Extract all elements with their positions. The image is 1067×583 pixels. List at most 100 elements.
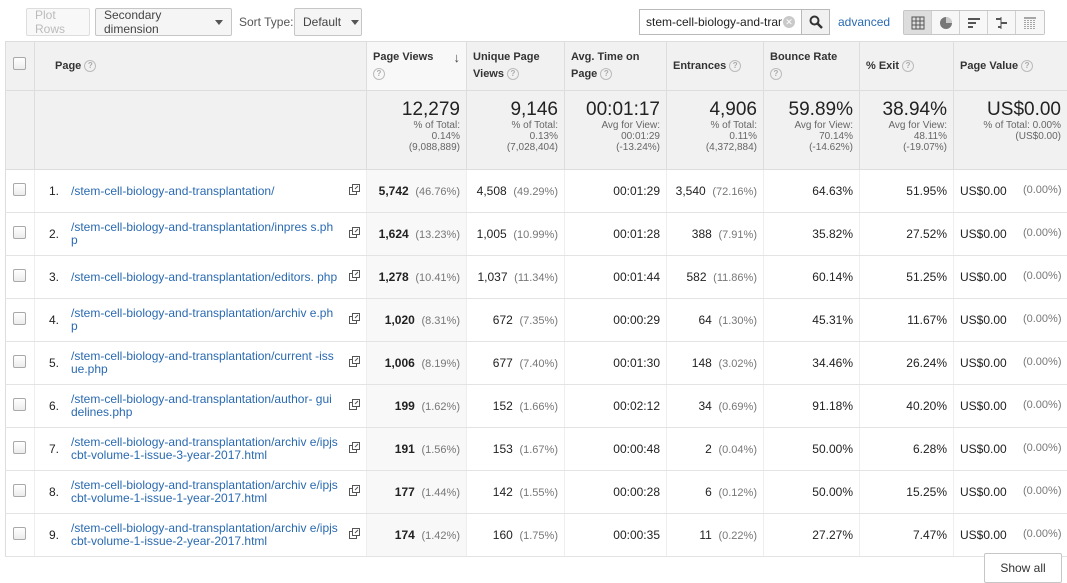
unique-page-views-pct: (1.55%) <box>519 487 558 499</box>
exit-value: 27.52% <box>906 227 947 241</box>
page-views-pct: (10.41%) <box>415 272 460 284</box>
clear-search-icon[interactable]: ✕ <box>783 16 795 28</box>
column-header-page-views[interactable]: Page Views↓? <box>367 42 467 91</box>
column-header-entrances[interactable]: Entrances? <box>667 42 764 91</box>
page-link[interactable]: /stem-cell-biology-and-transplantation/e… <box>71 271 338 284</box>
help-icon[interactable]: ? <box>729 60 741 72</box>
entrances-cell: 2 (0.04%) <box>667 428 764 471</box>
data-view-button[interactable] <box>904 11 932 34</box>
search-button[interactable] <box>801 9 830 35</box>
help-icon[interactable]: ? <box>84 60 96 72</box>
row-checkbox[interactable] <box>13 312 26 325</box>
total-sub: % of Total: <box>471 120 558 131</box>
page-views-cell: 174 (1.42%) <box>367 514 467 557</box>
row-number: 5. <box>41 356 71 370</box>
bounce-rate-cell: 27.27% <box>764 514 860 557</box>
exit-value: 15.25% <box>906 485 947 499</box>
total-value: 9,146 <box>471 99 558 120</box>
open-page-external-icon[interactable] <box>338 270 360 284</box>
search-input[interactable] <box>646 15 782 29</box>
page-link[interactable]: /stem-cell-biology-and-transplantation/ <box>71 185 338 198</box>
page-views-pct: (1.56%) <box>421 444 460 456</box>
avg-time-cell: 00:00:29 <box>565 299 667 342</box>
exit-value: 51.25% <box>906 270 947 284</box>
select-all-checkbox-cell <box>6 42 35 91</box>
help-icon[interactable]: ? <box>1021 60 1033 72</box>
advanced-filter-link[interactable]: advanced <box>838 15 890 29</box>
row-checkbox-cell <box>6 385 35 428</box>
bounce-rate-value: 64.63% <box>812 184 853 198</box>
open-page-external-icon[interactable] <box>338 356 360 370</box>
pie-chart-icon <box>939 16 953 30</box>
column-header-page[interactable]: Page? <box>35 42 367 91</box>
column-label: Page <box>571 68 597 80</box>
page-cell: 3./stem-cell-biology-and-transplantation… <box>35 256 367 299</box>
exit-cell: 40.20% <box>860 385 954 428</box>
open-page-external-icon[interactable] <box>338 313 360 327</box>
page-link[interactable]: /stem-cell-biology-and-transplantation/a… <box>71 522 338 548</box>
page-link[interactable]: /stem-cell-biology-and-transplantation/a… <box>71 436 338 462</box>
row-checkbox[interactable] <box>13 527 26 540</box>
page-link[interactable]: /stem-cell-biology-and-transplantation/a… <box>71 479 338 505</box>
page-link[interactable]: /stem-cell-biology-and-transplantation/i… <box>71 221 338 247</box>
column-header-exit[interactable]: % Exit? <box>860 42 954 91</box>
search-icon <box>809 15 823 29</box>
page-value-pct: (0.00%) <box>1023 184 1062 198</box>
help-icon[interactable]: ? <box>770 68 782 80</box>
select-all-checkbox[interactable] <box>13 57 26 70</box>
total-sub: 0.14% <box>371 131 460 142</box>
performance-view-button[interactable] <box>960 11 988 34</box>
entrances-cell: 148 (3.02%) <box>667 342 764 385</box>
page-link[interactable]: /stem-cell-biology-and-transplantation/a… <box>71 393 338 419</box>
page-link[interactable]: /stem-cell-biology-and-transplantation/a… <box>71 307 338 333</box>
page-views-cell: 199 (1.62%) <box>367 385 467 428</box>
sort-type-dropdown[interactable]: Default <box>294 8 362 36</box>
page-value-cell: US$0.00(0.00%) <box>954 213 1067 256</box>
row-checkbox[interactable] <box>13 269 26 282</box>
open-page-external-icon[interactable] <box>338 227 360 241</box>
open-page-external-icon[interactable] <box>338 399 360 413</box>
total-sub: % of Total: <box>671 120 757 131</box>
column-header-page-value[interactable]: Page Value? <box>954 42 1067 91</box>
unique-page-views-cell: 152 (1.66%) <box>467 385 565 428</box>
sort-desc-arrow-icon: ↓ <box>454 49 461 66</box>
row-checkbox[interactable] <box>13 355 26 368</box>
secondary-dimension-dropdown[interactable]: Secondary dimension <box>95 8 232 36</box>
sort-type-value: Default <box>303 15 341 29</box>
table-row: 4./stem-cell-biology-and-transplantation… <box>6 299 1067 342</box>
row-checkbox[interactable] <box>13 226 26 239</box>
page-cell: 1./stem-cell-biology-and-transplantation… <box>35 170 367 213</box>
page-link[interactable]: /stem-cell-biology-and-transplantation/c… <box>71 350 338 376</box>
open-page-external-icon[interactable] <box>338 485 360 499</box>
open-page-external-icon[interactable] <box>338 528 360 542</box>
avg-time-value: 00:01:44 <box>613 270 660 284</box>
help-icon[interactable]: ? <box>902 60 914 72</box>
row-checkbox[interactable] <box>13 183 26 196</box>
pivot-view-button[interactable] <box>1016 11 1044 34</box>
column-header-bounce-rate[interactable]: Bounce Rate? <box>764 42 860 91</box>
avg-time-cell: 00:02:12 <box>565 385 667 428</box>
help-icon[interactable]: ? <box>507 68 519 80</box>
page-views-cell: 1,624 (13.23%) <box>367 213 467 256</box>
column-label: Entrances <box>673 60 726 72</box>
open-page-external-icon[interactable] <box>338 184 360 198</box>
row-checkbox[interactable] <box>13 441 26 454</box>
total-sub: (-14.62%) <box>768 142 853 153</box>
open-page-external-icon[interactable] <box>338 442 360 456</box>
page-value-pct: (0.00%) <box>1023 528 1062 542</box>
help-icon[interactable]: ? <box>600 68 612 80</box>
comparison-view-button[interactable] <box>988 11 1016 34</box>
unique-page-views-value: 152 <box>493 399 513 413</box>
show-all-button[interactable]: Show all <box>984 553 1062 583</box>
help-icon[interactable]: ? <box>373 68 385 80</box>
bounce-rate-value: 34.46% <box>812 356 853 370</box>
total-sub: (-19.07%) <box>864 142 947 153</box>
column-label: Page <box>55 60 81 72</box>
row-checkbox[interactable] <box>13 398 26 411</box>
plot-rows-button[interactable]: Plot Rows <box>26 8 90 36</box>
percentage-view-button[interactable] <box>932 11 960 34</box>
row-checkbox[interactable] <box>13 484 26 497</box>
